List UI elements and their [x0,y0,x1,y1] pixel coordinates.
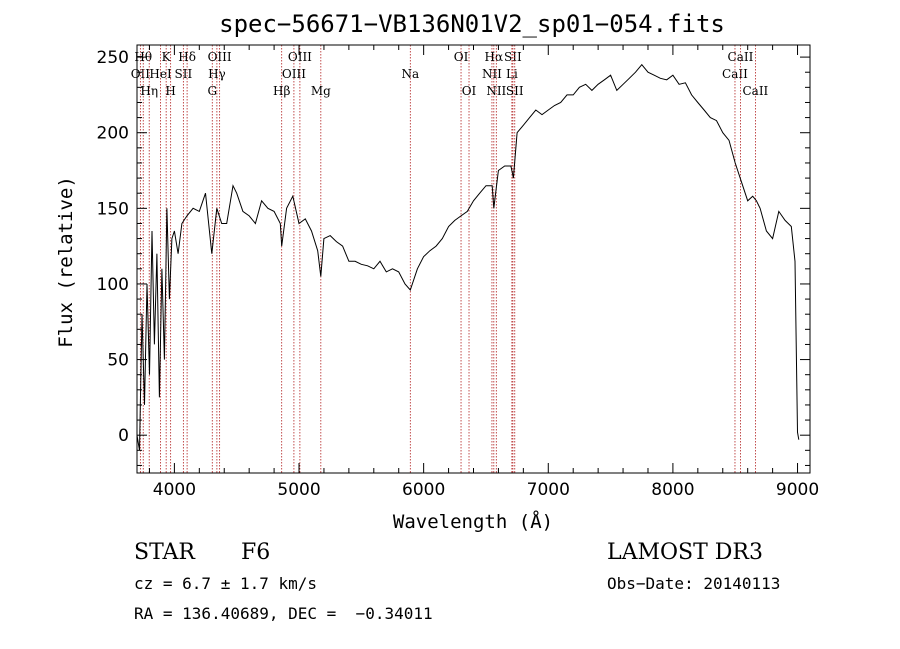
line-label: Li [506,67,518,81]
coords-text: RA = 136.40689, DEC = −0.34011 [134,604,433,623]
emission-line-markers: OIIHθHηHeIKHSIIHδGHγOIIIHβOIIIOIIIMgNaOI… [131,45,769,473]
line-label: Hη [140,84,158,98]
object-class: STAR [134,540,195,565]
y-tick-label: 250 [97,48,129,68]
x-axis-label: Wavelength (Å) [393,510,553,533]
line-label: SII [504,50,522,64]
line-label: OII [131,67,151,81]
line-label: K [162,50,172,64]
x-tick-label: 6000 [402,480,445,500]
line-label: SII [506,84,524,98]
y-tick-label: 200 [97,124,129,144]
line-label: OIII [282,67,306,81]
line-label: CaII [742,84,768,98]
y-tick-label: 50 [107,351,129,371]
spectrum-line [136,63,800,451]
survey-label: LAMOST DR3 [607,540,763,565]
redshift-text: cz = 6.7 ± 1.7 km/s [134,574,318,593]
y-tick-label: 150 [97,199,129,219]
line-label: OIII [288,50,312,64]
spectrum-series [136,63,800,451]
line-label: NII [486,84,506,98]
y-axis-label: Flux (relative) [55,176,77,348]
object-subclass: F6 [241,540,271,565]
y-tick-label: 100 [97,275,129,295]
line-label: G [207,84,217,98]
line-label: CaII [722,67,748,81]
line-label: CaII [728,50,754,64]
line-label: Hδ [178,50,196,64]
line-label: Hγ [208,67,226,81]
x-tick-label: 7000 [527,480,570,500]
line-label: Hβ [273,84,290,98]
obs-date-text: Obs−Date: 20140113 [607,574,781,593]
axis-ticks: 4000 5000 6000 7000 8000 9000 0 50 100 150 200 250 [97,45,819,500]
x-tick-label: 5000 [277,480,320,500]
y-tick-label: 0 [118,426,129,446]
line-label: H [165,84,175,98]
chart-title: spec−56671−VB136N01V2_sp01−054.fits [219,10,725,38]
line-label: OIII [208,50,232,64]
line-label: Na [401,67,419,81]
plot-frame [136,44,811,474]
line-label: OI [462,84,477,98]
x-tick-label: 9000 [776,480,819,500]
line-label: HeI [149,67,172,81]
line-label: OI [454,50,469,64]
x-tick-label: 8000 [651,480,694,500]
line-label: Mg [311,84,331,98]
x-tick-label: 4000 [153,480,196,500]
line-label: NII [482,67,502,81]
line-label: SII [175,67,193,81]
line-label: Hα [485,50,504,64]
